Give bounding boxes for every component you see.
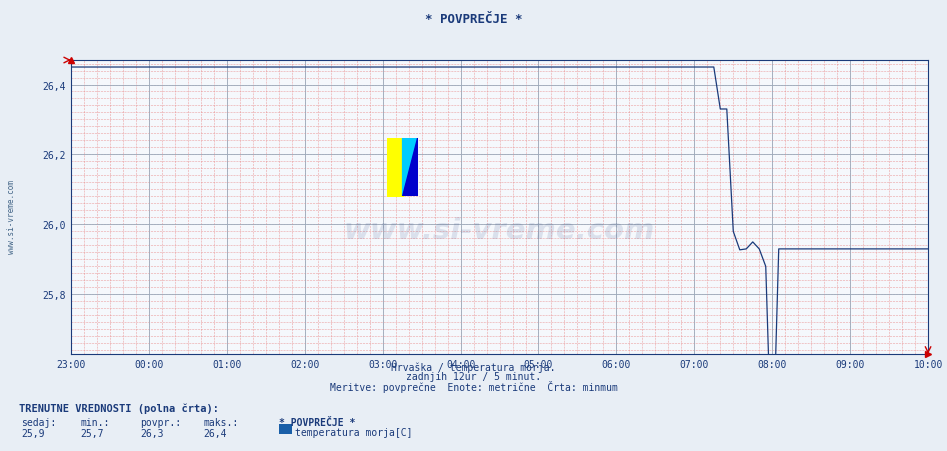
Text: www.si-vreme.com: www.si-vreme.com [344,217,655,245]
Text: min.:: min.: [80,417,110,427]
Polygon shape [402,138,418,197]
Text: povpr.:: povpr.: [140,417,181,427]
Text: www.si-vreme.com: www.si-vreme.com [7,179,16,253]
Text: 26,4: 26,4 [204,428,227,438]
Text: TRENUTNE VREDNOSTI (polna črta):: TRENUTNE VREDNOSTI (polna črta): [19,402,219,413]
Text: * POVPREČJE *: * POVPREČJE * [425,13,522,26]
Text: sedaj:: sedaj: [21,417,56,427]
Text: Meritve: povprečne  Enote: metrične  Črta: minmum: Meritve: povprečne Enote: metrične Črta:… [330,380,617,392]
Text: 26,3: 26,3 [140,428,164,438]
Text: zadnjih 12ur / 5 minut.: zadnjih 12ur / 5 minut. [406,371,541,381]
Text: 25,7: 25,7 [80,428,104,438]
Text: * POVPREČJE *: * POVPREČJE * [279,417,356,427]
Text: 25,9: 25,9 [21,428,45,438]
Text: temperatura morja[C]: temperatura morja[C] [295,427,413,437]
Text: Hrvaška / temperatura morja.: Hrvaška / temperatura morja. [391,362,556,372]
Text: maks.:: maks.: [204,417,239,427]
Polygon shape [402,138,418,197]
